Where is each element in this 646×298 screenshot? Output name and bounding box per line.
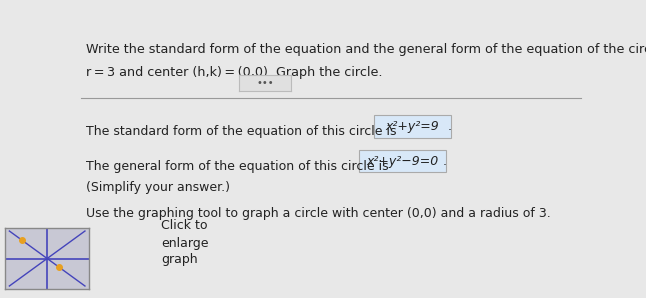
Text: .: . xyxy=(443,155,447,167)
Text: enlarge: enlarge xyxy=(161,237,209,249)
Text: .: . xyxy=(448,120,452,133)
Text: •••: ••• xyxy=(256,78,274,88)
Text: Use the graphing tool to graph a circle with center (0,0) and a radius of 3.: Use the graphing tool to graph a circle … xyxy=(86,207,550,220)
Text: graph: graph xyxy=(161,253,198,266)
Text: Write the standard form of the equation and the general form of the equation of : Write the standard form of the equation … xyxy=(86,43,646,56)
Text: The standard form of the equation of this circle is: The standard form of the equation of thi… xyxy=(86,125,401,138)
Text: x²+y²−9=0: x²+y²−9=0 xyxy=(366,155,439,167)
Text: The general form of the equation of this circle is: The general form of the equation of this… xyxy=(86,160,392,173)
Text: Click to: Click to xyxy=(161,219,207,232)
Text: r = 3 and center (h,k) = (0,0). Graph the circle.: r = 3 and center (h,k) = (0,0). Graph th… xyxy=(86,66,382,79)
FancyBboxPatch shape xyxy=(373,115,451,138)
Text: (Simplify your answer.): (Simplify your answer.) xyxy=(86,181,230,195)
Text: x²+y²=9: x²+y²=9 xyxy=(386,120,439,133)
FancyBboxPatch shape xyxy=(359,150,446,172)
